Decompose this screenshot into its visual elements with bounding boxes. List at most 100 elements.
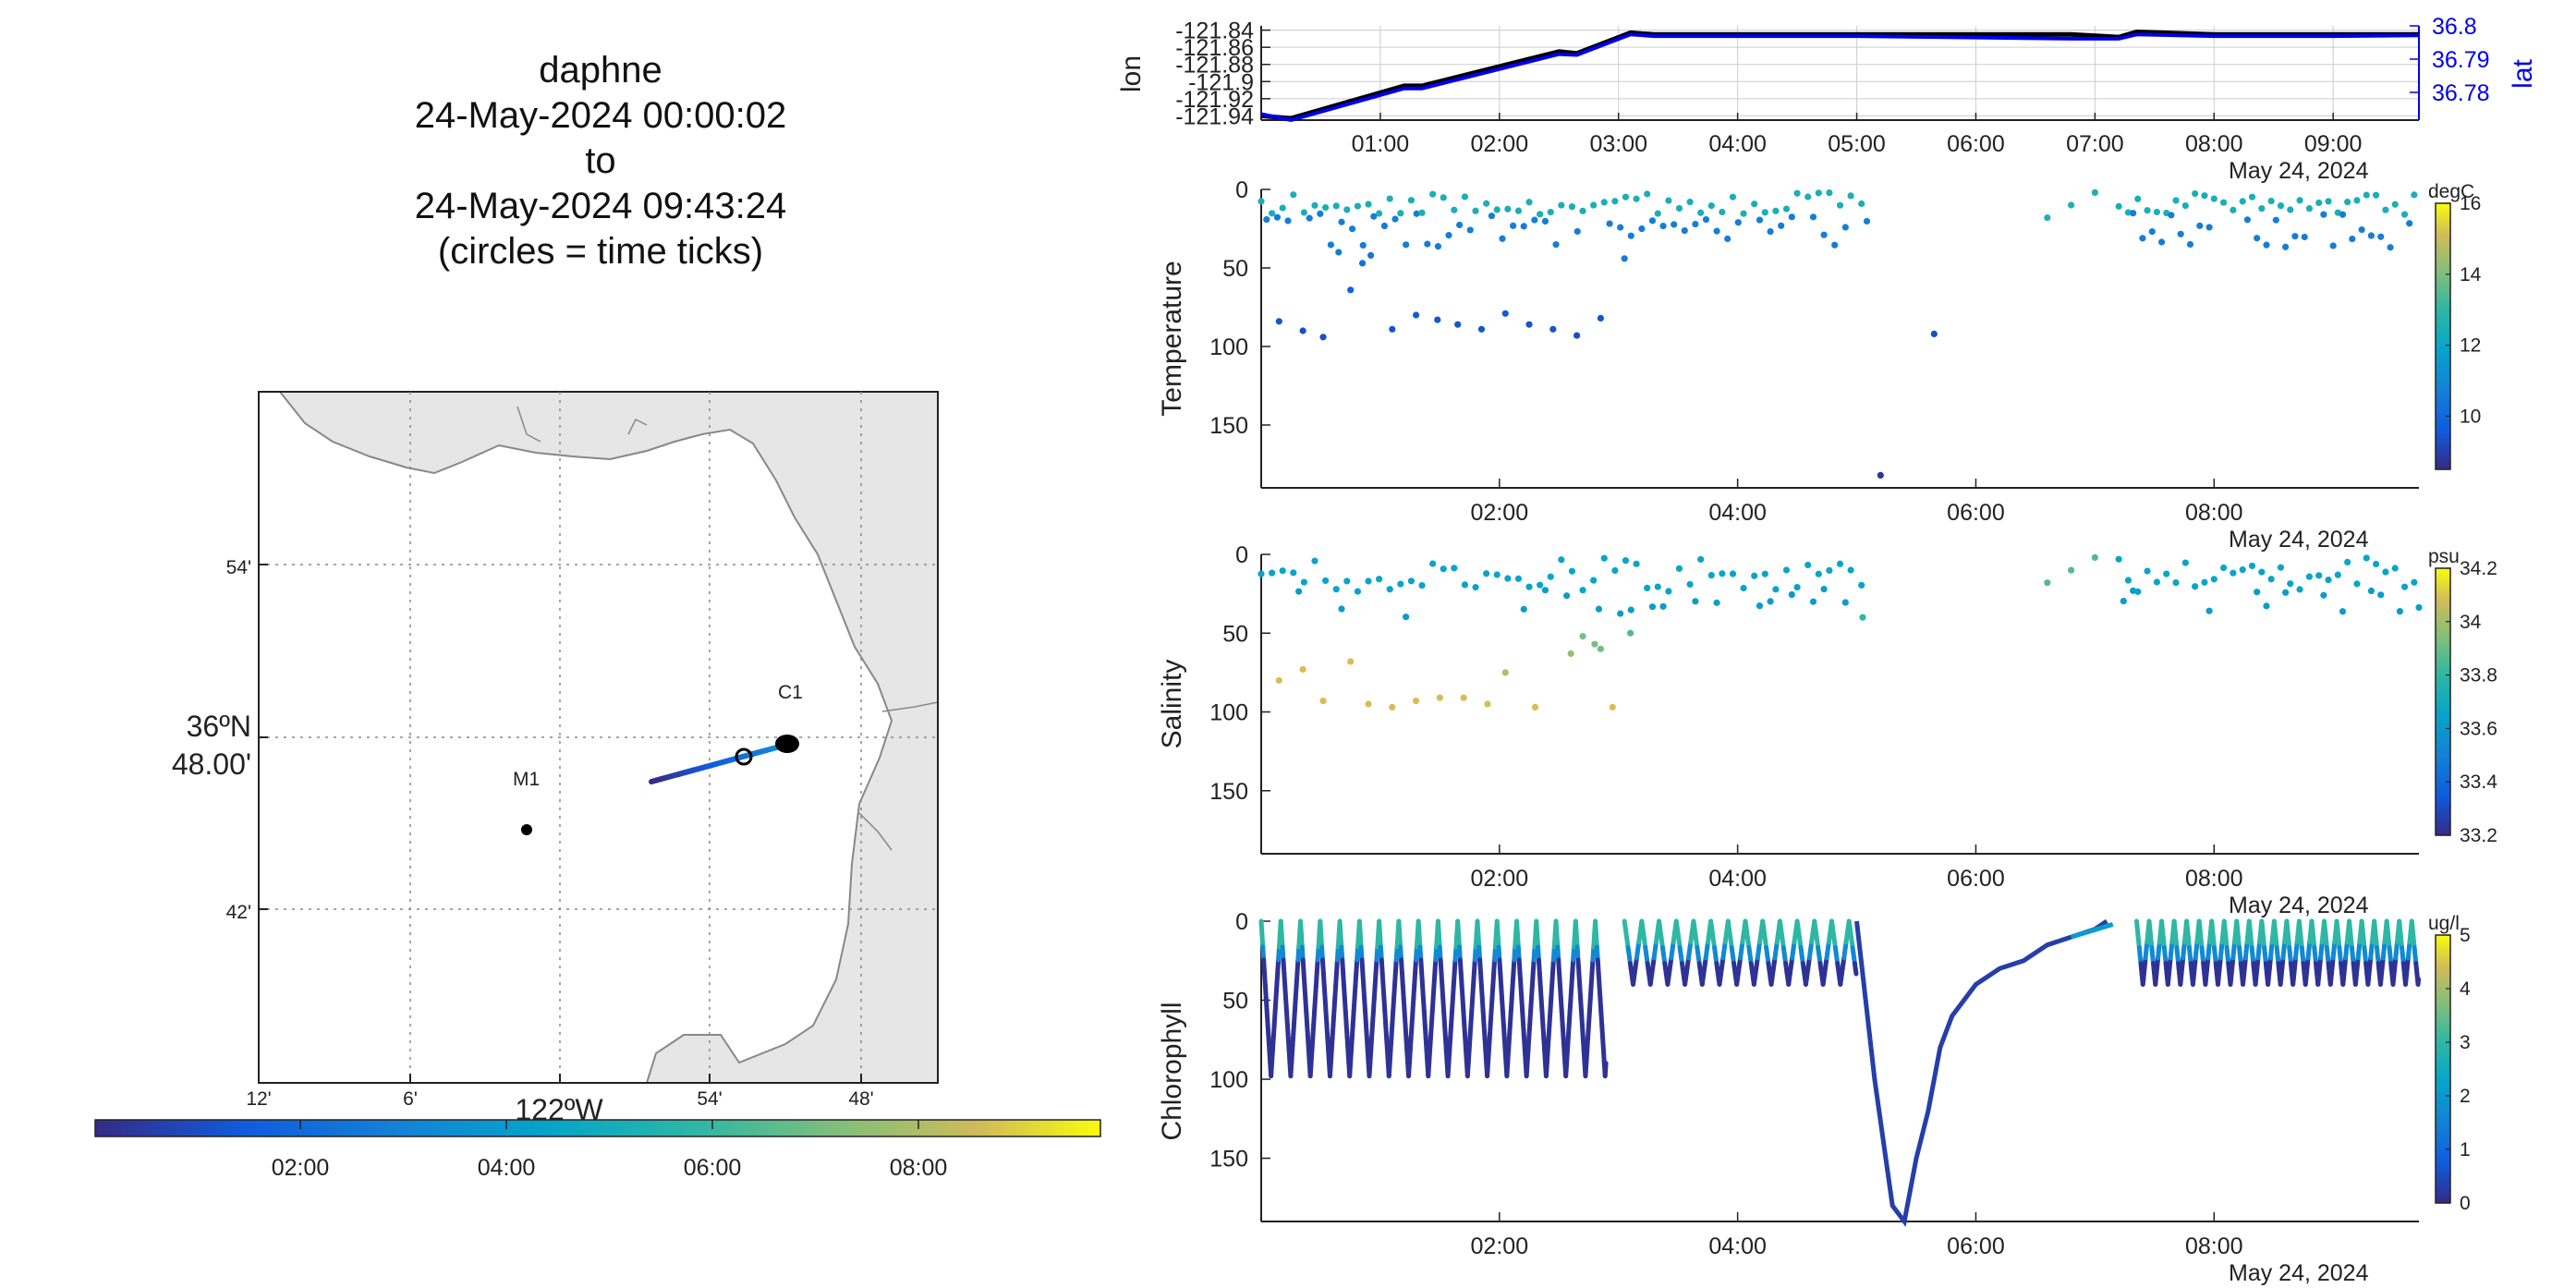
data-point [2282, 589, 2290, 596]
data-point [1290, 569, 1297, 577]
data-point [1279, 204, 1286, 212]
data-point [2411, 191, 2418, 199]
colorbar-tick-label: 33.6 [2460, 718, 2497, 739]
data-point [1568, 203, 1576, 211]
data-point [1537, 211, 1544, 218]
data-point [1782, 566, 1791, 574]
data-point [1445, 231, 1452, 239]
right-y-tick-label: 36.78 [2432, 80, 2490, 106]
data-point [1590, 201, 1598, 209]
data-point [1600, 199, 1608, 206]
data-point [1675, 204, 1683, 213]
data-point [1386, 586, 1393, 593]
data-point [1311, 201, 1318, 209]
data-point [1407, 577, 1416, 585]
coastline [277, 391, 939, 1084]
data-point [2305, 205, 2314, 213]
data-point [1579, 633, 1586, 640]
data-point [1541, 587, 1549, 594]
position-series-0 [1260, 29, 2419, 121]
data-point [1815, 570, 1822, 577]
data-point [1778, 222, 1785, 229]
data-point [1504, 575, 1512, 582]
data-points [1258, 188, 2418, 479]
data-point [1654, 210, 1661, 217]
data-point [1273, 213, 1282, 221]
data-point [1563, 592, 1571, 600]
data-point [1477, 325, 1486, 333]
data-point [1815, 189, 1822, 197]
data-point [1418, 209, 1426, 216]
data-point [1847, 192, 1854, 200]
data-point [2186, 240, 2194, 249]
data-point [2144, 207, 2151, 214]
data-point [2315, 199, 2323, 207]
data-point [2263, 602, 2270, 610]
date-label: May 24, 2024 [2229, 1260, 2369, 1286]
data-point [2272, 216, 2279, 224]
colorbar-tick-label: 33.8 [2460, 665, 2497, 687]
data-point [2115, 202, 2122, 210]
data-point [1633, 195, 1640, 202]
colorbar-tick-label: 0 [2460, 1193, 2471, 1214]
y-axis-label: lon [1116, 55, 1147, 92]
x-tick-label: 09:00 [2304, 131, 2363, 157]
data-point [1734, 219, 1742, 226]
data-point [1279, 567, 1286, 575]
data-point [2349, 236, 2356, 243]
data-point [2067, 201, 2075, 209]
data-point [1343, 577, 1351, 585]
data-point [1349, 225, 1356, 233]
data-point [1609, 703, 1616, 711]
data-point [1591, 640, 1598, 648]
data-point [2157, 238, 2166, 246]
right-y-axis-label: lat [2508, 58, 2538, 88]
x-tick-label: 04:00 [1708, 131, 1767, 157]
data-point [1429, 190, 1437, 198]
title-line-end: 24-May-2024 09:43:24 [414, 186, 787, 226]
data-point [1413, 210, 1420, 217]
data-point [2296, 586, 2303, 593]
data-point [1472, 207, 1479, 214]
data-point [1751, 572, 1758, 579]
colorbar-unit: psu [2428, 546, 2460, 567]
river-inlet [516, 406, 541, 443]
data-point [2339, 211, 2347, 218]
descent-profile [1854, 918, 2108, 1228]
data-point [1531, 703, 1539, 711]
data-point [1627, 606, 1634, 614]
data-point [1461, 193, 1469, 200]
data-point [1826, 566, 1833, 574]
data-point [1501, 310, 1509, 317]
data-point [2400, 583, 2409, 590]
data-point [1391, 215, 1399, 223]
data-point [1403, 614, 1410, 621]
data-point [2134, 195, 2142, 202]
data-point [1567, 650, 1574, 658]
data-point [1622, 557, 1630, 565]
data-point [1365, 200, 1372, 208]
data-point [1665, 588, 1672, 595]
data-point [2230, 206, 2237, 213]
data-point [1772, 586, 1780, 593]
data-point [1772, 207, 1780, 214]
data-point [1501, 669, 1509, 676]
data-point [1597, 314, 1604, 322]
data-point [2325, 198, 2332, 205]
x-tick-label: 08:00 [2185, 131, 2243, 157]
data-point [2239, 198, 2246, 205]
y-axis-label: Temperature [1157, 261, 1187, 416]
colorbar-tick-label: 5 [2460, 925, 2471, 946]
colorbar [2435, 567, 2451, 836]
data-point [1365, 700, 1372, 708]
position-series-1 [1260, 32, 2420, 123]
data-point [2320, 211, 2327, 218]
data-point [2044, 214, 2051, 222]
data-point [1358, 260, 1367, 267]
map-colorbar-tick-label: 06:00 [684, 1155, 742, 1181]
data-point [1549, 325, 1557, 333]
data-point [1621, 255, 1628, 262]
data-point [2315, 572, 2323, 579]
data-point [1692, 220, 1699, 228]
